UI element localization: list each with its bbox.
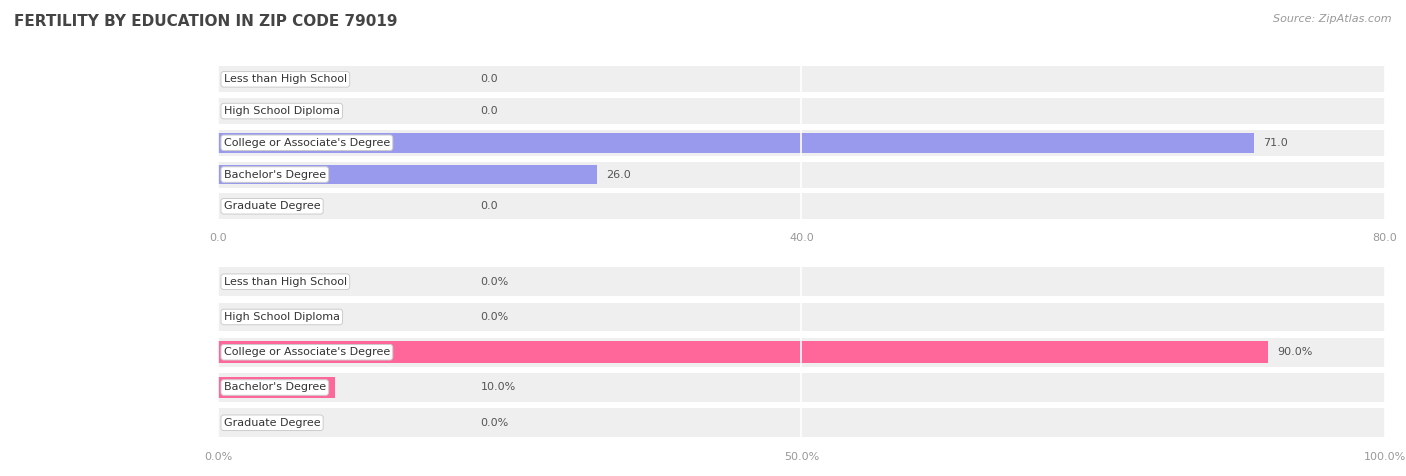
Text: 71.0: 71.0 bbox=[1263, 138, 1288, 148]
Text: Graduate Degree: Graduate Degree bbox=[224, 418, 321, 428]
Bar bbox=[218, 130, 1385, 156]
Text: 0.0: 0.0 bbox=[481, 201, 498, 211]
Text: 10.0%: 10.0% bbox=[481, 383, 516, 393]
Bar bbox=[218, 193, 1385, 219]
Text: 0.0: 0.0 bbox=[481, 106, 498, 116]
Bar bbox=[218, 66, 1385, 92]
Text: College or Associate's Degree: College or Associate's Degree bbox=[224, 138, 389, 148]
Bar bbox=[218, 338, 1385, 367]
Bar bbox=[218, 133, 1254, 153]
Text: High School Diploma: High School Diploma bbox=[224, 312, 340, 322]
Text: Bachelor's Degree: Bachelor's Degree bbox=[224, 383, 326, 393]
Bar bbox=[218, 98, 1385, 124]
Text: Bachelor's Degree: Bachelor's Degree bbox=[224, 169, 326, 179]
Text: Less than High School: Less than High School bbox=[224, 277, 347, 287]
Text: 0.0%: 0.0% bbox=[481, 418, 509, 428]
Text: Source: ZipAtlas.com: Source: ZipAtlas.com bbox=[1274, 14, 1392, 24]
Text: 0.0%: 0.0% bbox=[481, 277, 509, 287]
Text: College or Associate's Degree: College or Associate's Degree bbox=[224, 347, 389, 357]
Text: Graduate Degree: Graduate Degree bbox=[224, 201, 321, 211]
Text: 0.0%: 0.0% bbox=[481, 312, 509, 322]
Bar bbox=[218, 377, 335, 398]
Text: FERTILITY BY EDUCATION IN ZIP CODE 79019: FERTILITY BY EDUCATION IN ZIP CODE 79019 bbox=[14, 14, 398, 30]
Bar bbox=[218, 161, 1385, 188]
Bar bbox=[218, 267, 1385, 296]
Text: Less than High School: Less than High School bbox=[224, 74, 347, 84]
Text: 26.0: 26.0 bbox=[606, 169, 631, 179]
Bar bbox=[218, 341, 1268, 363]
Text: High School Diploma: High School Diploma bbox=[224, 106, 340, 116]
Text: 90.0%: 90.0% bbox=[1278, 347, 1313, 357]
Bar bbox=[218, 373, 1385, 402]
Bar bbox=[218, 165, 598, 184]
Bar bbox=[218, 408, 1385, 437]
Bar bbox=[218, 303, 1385, 331]
Text: 0.0: 0.0 bbox=[481, 74, 498, 84]
